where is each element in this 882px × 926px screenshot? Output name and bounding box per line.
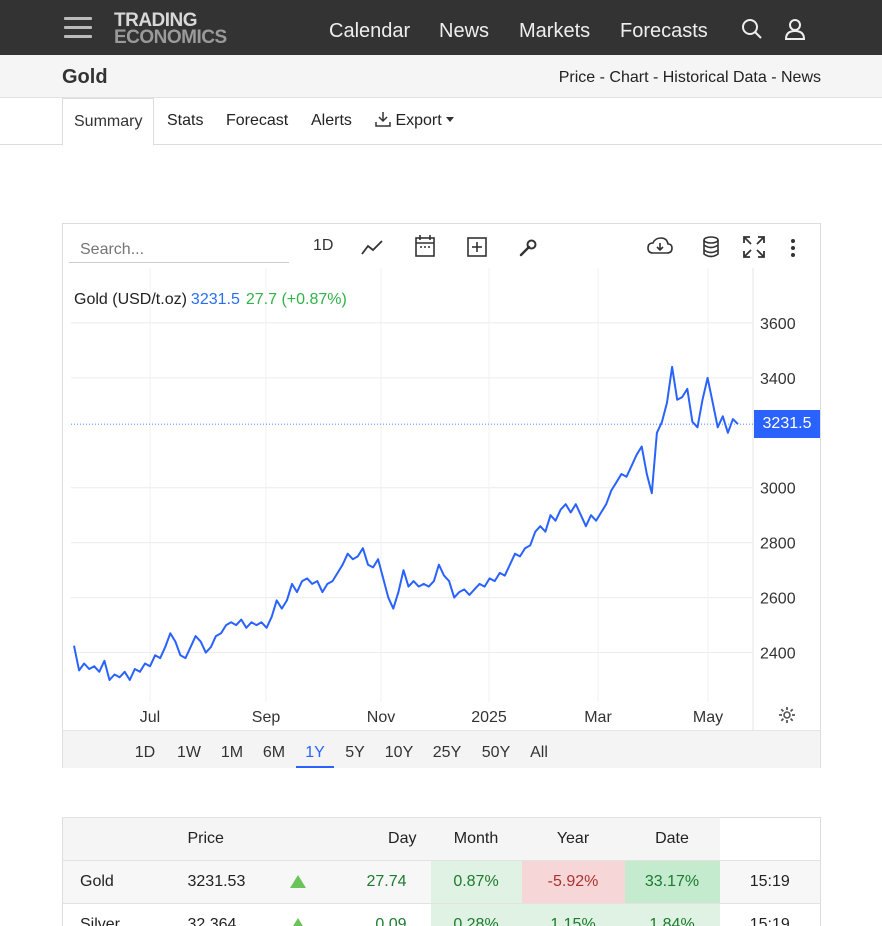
price-chart[interactable]: 2400 2600 2800 3000 3400 3600 Jul Sep Nov 2025 Mar… bbox=[63, 224, 820, 730]
range-50y[interactable]: 50Y bbox=[481, 744, 511, 761]
tab-forecast[interactable]: Forecast bbox=[226, 112, 289, 129]
row-year: 1.84% bbox=[624, 903, 720, 926]
x-tick-label: May bbox=[693, 709, 723, 726]
sub-header: Gold Price - Chart - Historical Data - N… bbox=[0, 55, 882, 98]
y-tick-label: 2800 bbox=[760, 536, 796, 553]
legend-price: 3231.5 bbox=[190, 291, 240, 308]
header-month: Month bbox=[430, 817, 522, 861]
top-nav: TRADING ECONOMICS Calendar News Markets … bbox=[0, 0, 882, 55]
nav-markets[interactable]: Markets bbox=[519, 20, 591, 42]
legend-name: Gold (USD/t.oz) bbox=[74, 291, 187, 308]
x-tick-label: 2025 bbox=[471, 709, 507, 726]
database-icon[interactable] bbox=[702, 235, 720, 259]
range-1m[interactable]: 1M bbox=[220, 744, 244, 761]
settings-gear-icon[interactable] bbox=[778, 706, 796, 724]
last-price-tag: 3231.5 bbox=[754, 410, 820, 438]
header-arrow bbox=[272, 817, 323, 861]
header-price: Price bbox=[158, 817, 273, 861]
y-tick-label: 3000 bbox=[760, 481, 796, 498]
nav-forecasts[interactable]: Forecasts bbox=[620, 20, 708, 42]
range-6m[interactable]: 6M bbox=[262, 744, 286, 761]
row-price: 32.364 bbox=[158, 903, 273, 926]
wrench-icon[interactable] bbox=[518, 236, 538, 260]
cloud-download-icon[interactable] bbox=[647, 235, 673, 259]
row-year: 33.17% bbox=[624, 860, 720, 904]
chart-panel: 1D 2400 2600 2800 3000 3400 3600 Jul Sep Nov 2025… bbox=[62, 223, 821, 768]
search-icon[interactable] bbox=[741, 18, 763, 40]
tab-alerts[interactable]: Alerts bbox=[311, 112, 352, 129]
export-label: Export bbox=[395, 112, 442, 129]
download-icon bbox=[375, 112, 391, 127]
x-tick-label: Mar bbox=[584, 709, 612, 726]
row-change: 27.74 bbox=[322, 860, 431, 904]
chart-search-input[interactable] bbox=[69, 237, 289, 263]
y-tick-label: 2400 bbox=[760, 646, 796, 663]
nav-calendar[interactable]: Calendar bbox=[329, 20, 411, 42]
range-all[interactable]: All bbox=[530, 744, 548, 761]
x-tick-label: Sep bbox=[252, 709, 281, 726]
row-month: -5.92% bbox=[521, 860, 625, 904]
logo-line2: ECONOMICS bbox=[114, 27, 227, 48]
range-selector: 1D 1W 1M 6M 1Y 5Y 10Y 25Y 50Y All bbox=[63, 730, 820, 768]
header-year: Year bbox=[521, 817, 625, 861]
row-day: 0.87% bbox=[430, 860, 522, 904]
row-change: 0.09 bbox=[322, 903, 431, 926]
y-tick-label: 2600 bbox=[760, 591, 796, 608]
x-tick-label: Nov bbox=[367, 709, 395, 726]
user-icon[interactable] bbox=[784, 18, 806, 40]
more-options-icon[interactable] bbox=[789, 236, 797, 260]
interval-button[interactable]: 1D bbox=[313, 237, 334, 254]
tab-export[interactable]: Export bbox=[375, 98, 455, 145]
chart-legend: Gold (USD/t.oz) 3231.5 27.7 (+0.87%) bbox=[74, 291, 347, 309]
range-25y[interactable]: 25Y bbox=[432, 744, 462, 761]
tab-bar: Summary Stats Forecast Alerts Export bbox=[0, 98, 882, 146]
row-month: 1.15% bbox=[521, 903, 625, 926]
range-1y[interactable]: 1Y bbox=[296, 731, 334, 768]
page-title: Gold bbox=[62, 66, 108, 88]
row-price: 3231.53 bbox=[158, 860, 273, 904]
row-name[interactable]: Silver bbox=[62, 903, 159, 926]
commodities-table: Price Day Month Year Date Gold 3231.53 2… bbox=[62, 817, 821, 926]
logo[interactable]: TRADING ECONOMICS bbox=[114, 10, 227, 48]
row-day: 0.28% bbox=[430, 903, 522, 926]
gold-price-line bbox=[73, 365, 739, 681]
y-tick-label: 3600 bbox=[760, 316, 796, 333]
x-tick-label: Jul bbox=[140, 709, 160, 726]
up-arrow-icon bbox=[289, 875, 306, 889]
up-arrow-icon bbox=[289, 918, 306, 926]
row-date: 15:19 bbox=[719, 903, 821, 926]
header-name bbox=[62, 817, 159, 861]
fullscreen-icon[interactable] bbox=[743, 235, 765, 259]
logo-line1: TRADING bbox=[114, 10, 198, 31]
range-1d[interactable]: 1D bbox=[134, 744, 156, 761]
header-day: Day bbox=[322, 817, 431, 861]
table-row[interactable]: Silver 32.364 0.09 0.28% 1.15% 1.84% 15:… bbox=[62, 903, 821, 926]
y-tick-label: 3400 bbox=[760, 371, 796, 388]
line-chart-icon[interactable] bbox=[361, 236, 383, 260]
caret-down-icon bbox=[446, 117, 455, 122]
calendar-icon[interactable] bbox=[415, 234, 435, 258]
nav-news[interactable]: News bbox=[439, 20, 490, 42]
range-5y[interactable]: 5Y bbox=[345, 744, 365, 761]
tab-stats[interactable]: Stats bbox=[167, 112, 204, 129]
range-10y[interactable]: 10Y bbox=[384, 744, 414, 761]
menu-icon[interactable] bbox=[64, 17, 92, 39]
tab-summary[interactable]: Summary bbox=[62, 98, 155, 146]
row-name[interactable]: Gold bbox=[62, 860, 159, 904]
legend-change: 27.7 (+0.87%) bbox=[245, 291, 347, 308]
row-date: 15:19 bbox=[719, 860, 821, 904]
table-header-row: Price Day Month Year Date bbox=[62, 817, 821, 861]
subheader-links[interactable]: Price - Chart - Historical Data - News bbox=[558, 69, 821, 86]
range-1w[interactable]: 1W bbox=[177, 744, 201, 761]
header-date: Date bbox=[624, 817, 720, 861]
table-row[interactable]: Gold 3231.53 27.74 0.87% -5.92% 33.17% 1… bbox=[62, 860, 821, 904]
add-indicator-icon[interactable] bbox=[467, 235, 487, 259]
